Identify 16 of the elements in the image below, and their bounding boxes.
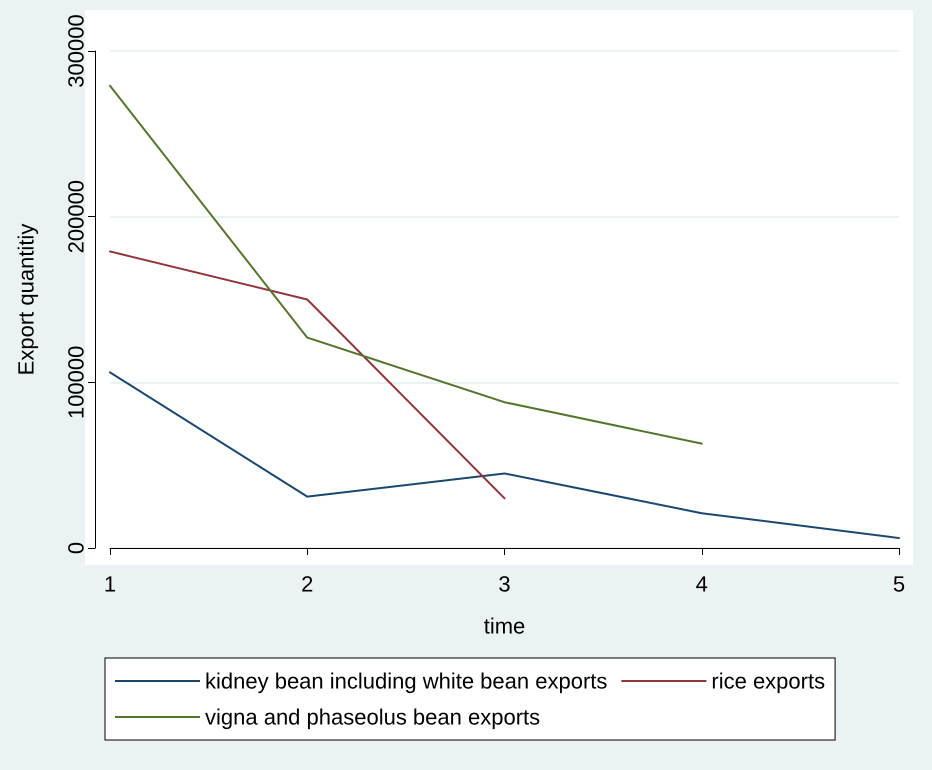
- line-series: [109, 84, 703, 445]
- legend-label: vigna and phaseolus bean exports: [205, 704, 540, 730]
- x-tick-label: 5: [892, 572, 906, 596]
- x-tick-label: 4: [696, 572, 708, 596]
- legend-label: kidney bean including white bean exports: [205, 668, 608, 694]
- legend-label: rice exports: [711, 668, 826, 694]
- y-tick-label: 200000: [64, 180, 88, 254]
- y-axis-title: Export quantitiy: [14, 224, 38, 376]
- line-series: [109, 371, 900, 540]
- x-tick-label: 1: [104, 572, 116, 596]
- y-tick-label: 300000: [64, 14, 88, 88]
- y-tick-label: 0: [64, 542, 88, 554]
- x-axis-title: time: [484, 614, 526, 638]
- y-tick-label: 100000: [64, 346, 88, 420]
- x-tick-label: 2: [301, 572, 314, 596]
- x-tick-label: 3: [498, 572, 511, 596]
